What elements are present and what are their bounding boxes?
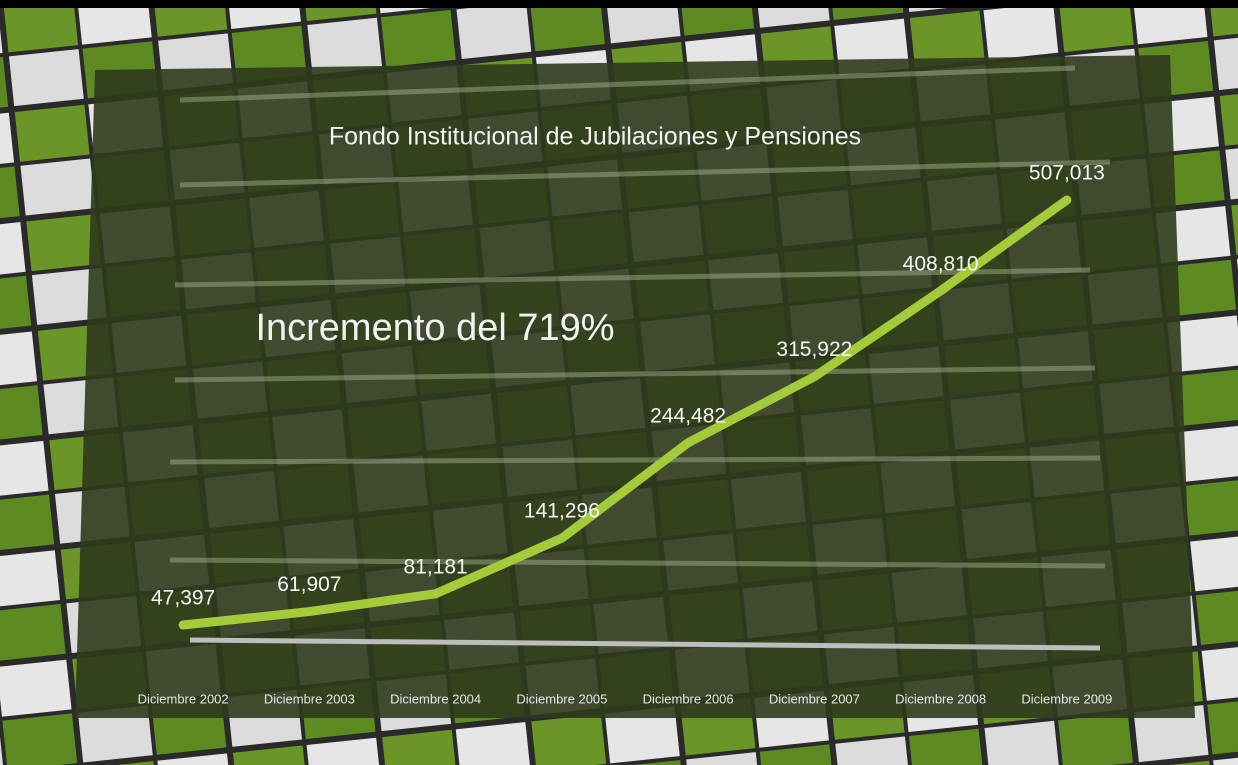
value-label: 507,013 [1029, 162, 1105, 185]
baseline [189, 637, 1101, 651]
value-label: 141,296 [524, 500, 600, 523]
x-tick-label: Diciembre 2003 [264, 691, 355, 706]
data-line [178, 195, 1072, 630]
x-tick-label: Diciembre 2008 [895, 691, 986, 706]
x-tick-label: Diciembre 2009 [1021, 691, 1112, 706]
value-label: 61,907 [277, 573, 341, 596]
chart-title: Fondo Institucional de Jubilaciones y Pe… [329, 123, 861, 151]
x-tick-label: Diciembre 2006 [643, 691, 734, 706]
value-label: 408,810 [903, 252, 979, 275]
value-label: 81,181 [404, 555, 468, 578]
x-tick-label: Diciembre 2002 [138, 691, 229, 706]
annotation: Incremento del 719% [255, 307, 614, 349]
value-label: 315,922 [776, 338, 852, 361]
panel [75, 55, 1195, 718]
x-tick-label: Diciembre 2005 [516, 691, 607, 706]
stripes [169, 65, 1111, 569]
top-bar [0, 0, 1238, 8]
x-tick-label: Diciembre 2004 [390, 691, 481, 706]
x-tick-label: Diciembre 2007 [769, 691, 860, 706]
value-label: 47,397 [151, 587, 215, 610]
value-label: 244,482 [650, 404, 726, 427]
